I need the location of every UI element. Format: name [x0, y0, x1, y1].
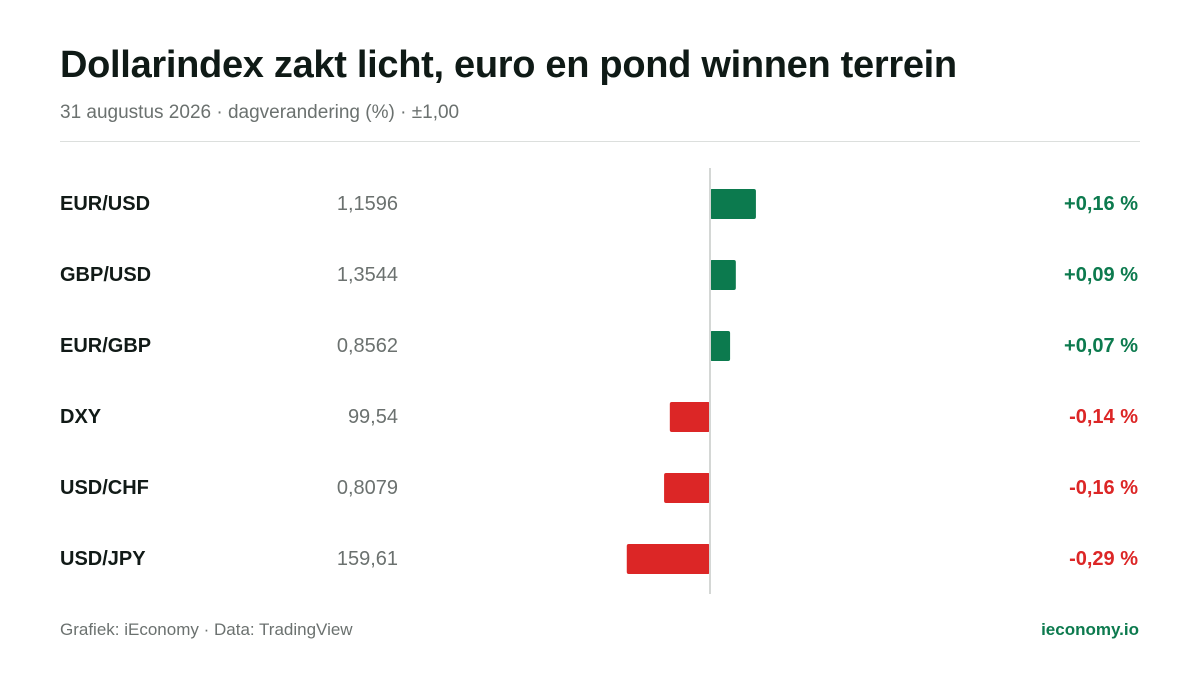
chart-row: DXY 99,54 -0,14 % — [60, 402, 1138, 432]
chart-row: GBP/USD 1,3544 +0,09 % — [60, 260, 1138, 290]
chart-row: USD/CHF 0,8079 -0,16 % — [60, 473, 1138, 503]
chart-row: EUR/USD 1,1596 +0,16 % — [60, 189, 1138, 219]
chart-rows: EUR/USD 1,1596 +0,16 % GBP/USD 1,3544 +0,09 %… — [60, 189, 1138, 574]
change-bar — [626, 544, 710, 574]
price-label: 0,8079 — [337, 477, 398, 499]
change-value-label: +0,16 % — [1064, 193, 1138, 215]
price-label: 0,8562 — [337, 335, 398, 357]
pair-label: EUR/GBP — [60, 335, 151, 357]
pair-label: USD/JPY — [60, 548, 146, 570]
brand-link[interactable]: ieconomy.io — [1041, 620, 1139, 639]
change-bar — [664, 473, 710, 503]
chart-title: Dollarindex zakt licht, euro en pond win… — [60, 44, 957, 86]
pair-label: EUR/USD — [60, 193, 150, 215]
change-bar — [669, 402, 710, 432]
change-value-label: +0,07 % — [1064, 335, 1138, 357]
change-bar — [710, 331, 731, 361]
pair-label: DXY — [60, 406, 102, 428]
chart-row: USD/JPY 159,61 -0,29 % — [60, 544, 1138, 574]
chart-subtitle: 31 augustus 2026 · dagverandering (%) · … — [60, 102, 460, 123]
change-bar — [710, 189, 756, 219]
price-label: 99,54 — [348, 406, 398, 428]
source-credit: Grafiek: iEconomy · Data: TradingView — [60, 620, 353, 639]
header-divider — [60, 141, 1140, 142]
change-value-label: -0,29 % — [1069, 548, 1138, 570]
change-value-label: -0,14 % — [1069, 406, 1138, 428]
price-label: 1,1596 — [337, 193, 398, 215]
chart-row: EUR/GBP 0,8562 +0,07 % — [60, 331, 1138, 361]
price-label: 159,61 — [337, 548, 398, 570]
change-bar — [710, 260, 736, 290]
price-label: 1,3544 — [337, 264, 398, 286]
change-value-label: +0,09 % — [1064, 264, 1138, 286]
pair-label: USD/CHF — [60, 477, 149, 499]
pair-label: GBP/USD — [60, 264, 151, 286]
change-value-label: -0,16 % — [1069, 477, 1138, 499]
